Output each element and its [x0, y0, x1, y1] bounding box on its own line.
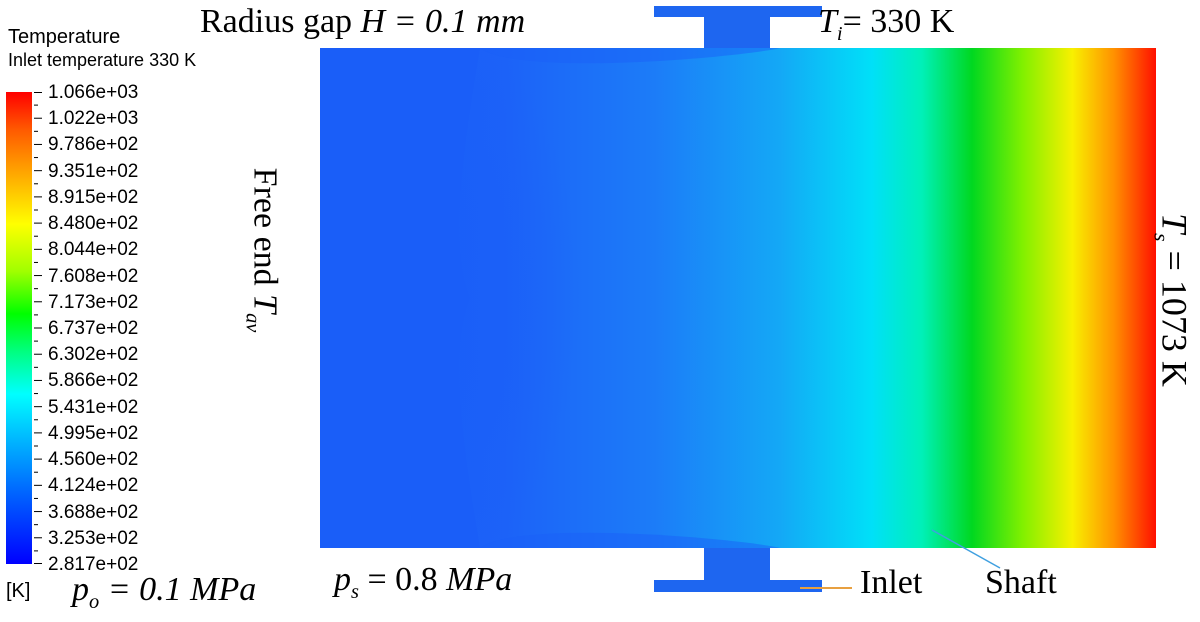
temperature-contour-plot	[320, 48, 1156, 548]
colorbar-tick-label: 3.688e+02	[48, 501, 139, 523]
bottom-inlet-cap	[654, 580, 822, 592]
colorbar-tick-label: 8.044e+02	[48, 239, 139, 261]
colorbar-tick-label: 3.253e+02	[48, 527, 139, 549]
colorbar-tick-label: 5.866e+02	[48, 370, 139, 392]
supply-pressure-label: ps = 0.8 MPa	[334, 561, 513, 603]
shaft-temperature-label: Ts = 1073 K	[1149, 213, 1195, 387]
colorbar-tick-label: 4.124e+02	[48, 475, 139, 497]
colorbar-tick-label: 8.480e+02	[48, 213, 139, 235]
colorbar-tick-label: 4.995e+02	[48, 422, 139, 444]
top-inlet-cap	[654, 6, 822, 17]
colorbar-tick-label: 9.786e+02	[48, 134, 139, 156]
colorbar-tick-label: 9.351e+02	[48, 160, 139, 182]
colorbar-tick-label: 6.302e+02	[48, 344, 139, 366]
colorbar	[6, 92, 32, 564]
colorbar-tick-label: 4.560e+02	[48, 449, 139, 471]
shaft-leader-line	[931, 529, 1001, 569]
colorbar-tick-label: 1.022e+03	[48, 108, 139, 130]
bottom-inlet-neck	[704, 546, 770, 582]
top-inlet-neck	[704, 16, 770, 50]
shaft-label: Shaft	[985, 564, 1057, 601]
inlet-temperature-label: Ti= 330 K	[818, 3, 955, 45]
radius-gap-label: Radius gap H = 0.1 mm	[200, 3, 526, 40]
colorbar-tick-label: 8.915e+02	[48, 186, 139, 208]
colorbar-tick-label: 2.817e+02	[48, 554, 139, 575]
colorbar-tick-label: 7.608e+02	[48, 265, 139, 287]
colorbar-tick-label: 7.173e+02	[48, 291, 139, 313]
outlet-pressure-label: po = 0.1 MPa	[72, 571, 257, 613]
colorbar-tick-label: 5.431e+02	[48, 396, 139, 418]
legend-subtitle: Inlet temperature 330 K	[8, 50, 197, 70]
colorbar-tick-label: 1.066e+03	[48, 82, 139, 103]
legend-unit: [K]	[6, 580, 31, 602]
colorbar-tick-label: 6.737e+02	[48, 318, 139, 339]
colorbar-ticks	[34, 92, 42, 564]
inlet-label: Inlet	[860, 564, 923, 601]
free-end-label: Free end Tav	[241, 167, 284, 333]
legend-title: Temperature	[8, 26, 121, 48]
